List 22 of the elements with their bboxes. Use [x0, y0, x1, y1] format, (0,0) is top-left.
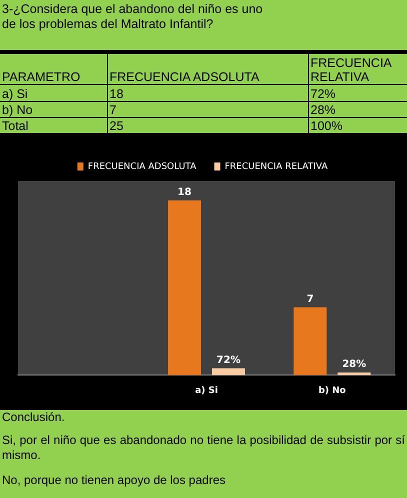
data-label: 28%	[342, 359, 366, 370]
category-label: b) No	[2, 102, 33, 117]
text: FRECUENCIA RELATIVA	[310, 56, 392, 84]
text: Total	[0, 117, 107, 133]
chart-title: 3-¿Considera que el abandono del niño es uno de los problemas del Maltrato Infantil?	[1, 1, 264, 33]
data-label: 18	[178, 187, 192, 198]
category-label: a) Si	[2, 86, 28, 101]
data-label: 7	[306, 294, 314, 305]
text: Si, por el niño que es abandonado no tiene la posibilidad de subsistir por sí mismo.	[2, 433, 405, 463]
text: 25	[107, 117, 308, 133]
text: Conclusión.	[2, 410, 66, 425]
text: 72%	[310, 86, 336, 101]
text: 18	[110, 86, 124, 101]
text: 100%	[310, 118, 344, 133]
data-label: 72%	[216, 354, 240, 366]
text: No, porque no tienen apoyo de los padres	[2, 473, 226, 488]
text: 28%	[310, 102, 336, 117]
legend-label: FRECUENCIA RELATIVA	[224, 162, 328, 172]
text: 7	[110, 102, 116, 117]
text: FRECUENCIA ADSOLUTA	[110, 70, 260, 84]
text: PARAMETRO	[0, 54, 107, 85]
legend-label: FRECUENCIA ADSOLUTA	[88, 162, 198, 172]
